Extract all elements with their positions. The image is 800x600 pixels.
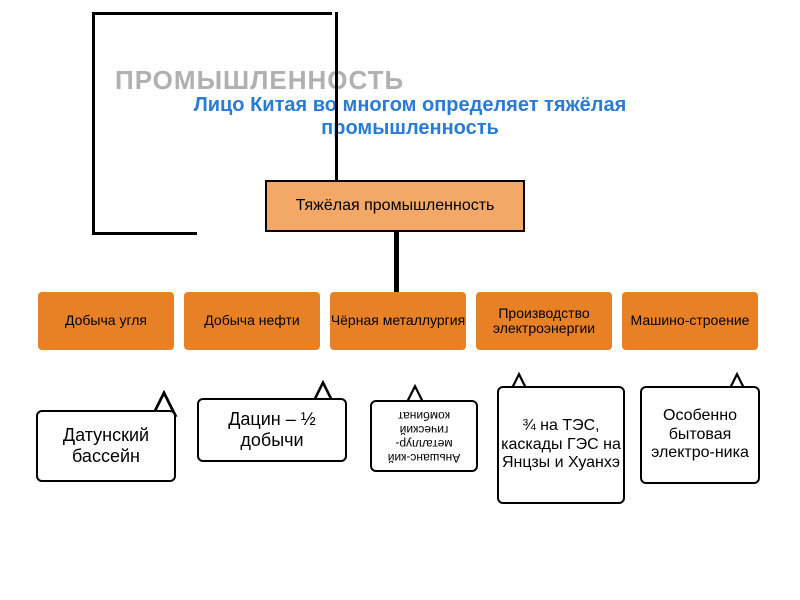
category-box: Машино-строение [622, 292, 758, 350]
category-box: Чёрная металлургия [330, 292, 466, 350]
bracket-top [92, 12, 332, 15]
category-box: Производство электроэнергии [476, 292, 612, 350]
category-row: Добыча угляДобыча нефтиЧёрная металлурги… [38, 292, 758, 350]
callout-box: ¾ на ТЭС, каскады ГЭС на Янцзы и Хуанхэ [497, 386, 625, 504]
root-node: Тяжёлая промышленность [265, 180, 525, 232]
callout-box: Особенно бытовая электро-ника [640, 386, 760, 484]
category-box: Добыча угля [38, 292, 174, 350]
root-node-label: Тяжёлая промышленность [296, 197, 495, 215]
page-title: ПРОМЫШЛЕННОСТЬ [115, 65, 404, 96]
category-box: Добыча нефти [184, 292, 320, 350]
callout-box: Датунский бассейн [36, 410, 176, 482]
connector-main [335, 12, 338, 180]
connector-root-row [394, 230, 399, 294]
bracket-left [92, 12, 95, 234]
bracket-bot [92, 232, 197, 235]
callout-box: Дацин – ½ добычи [197, 398, 347, 462]
callout-box: Аньшанс-кий металлур-гический комбинат [370, 400, 478, 472]
page-subtitle: Лицо Китая во многом определяет тяжёлая … [130, 94, 690, 140]
